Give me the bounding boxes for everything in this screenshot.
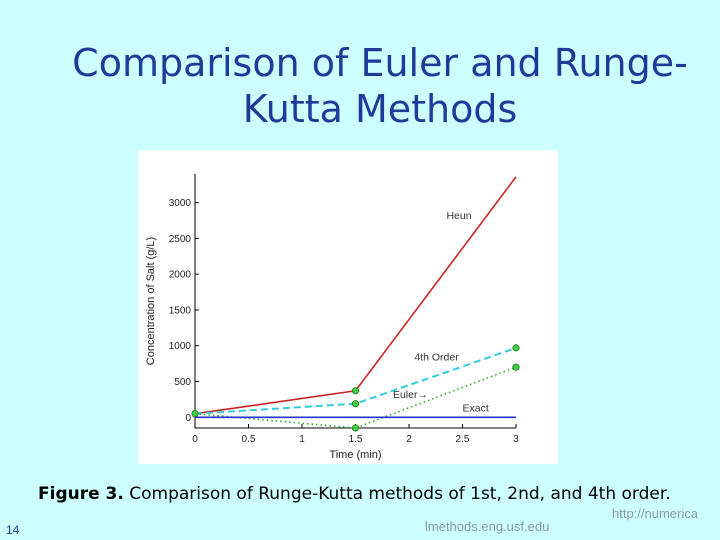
y-tick-label: 2500: [169, 234, 192, 245]
y-tick-label: 1000: [169, 341, 192, 352]
x-tick-label: 0.5: [242, 434, 256, 445]
slide-number: 14: [6, 523, 20, 537]
caption-text: Comparison of Runge-Kutta methods of 1st…: [123, 484, 671, 504]
slide-title-line2: Kutta Methods: [242, 87, 518, 131]
source-url-line2[interactable]: lmethods.eng.usf.edu: [425, 519, 550, 534]
figure-caption: Figure 3. Comparison of Runge-Kutta meth…: [38, 484, 671, 504]
x-tick-label: 1.5: [349, 434, 363, 445]
chart-panel: 0 0.5 1 1.5 2 2.5 3 0 500 1000 1500 2000 2500 3000 Tim…: [138, 150, 558, 464]
x-tick-label: 3: [513, 434, 519, 445]
x-tick-label: 2.5: [456, 434, 470, 445]
series-label-euler: Euler→: [393, 389, 428, 401]
x-axis-label: Time (min): [329, 449, 381, 461]
series-label-exact: Exact: [463, 403, 489, 415]
chart: 0 0.5 1 1.5 2 2.5 3 0 500 1000 1500 2000 2500 3000 Tim…: [145, 174, 520, 461]
y-axis-label: Concentration of Salt (g/L): [145, 237, 157, 365]
data-point-euler: [512, 363, 520, 371]
data-point-4th-order: [351, 400, 360, 408]
data-point-euler: [191, 410, 199, 418]
data-point-euler: [351, 424, 360, 432]
x-tick-label: 2: [406, 434, 412, 445]
data-point-heun: [351, 387, 360, 395]
data-point-4th-order: [512, 344, 520, 352]
x-tick-label: 1: [299, 434, 305, 445]
series-label-heun: Heun: [446, 210, 471, 222]
slide-title: Comparison of Euler and Runge- Kutta Met…: [60, 40, 700, 132]
series-label-4th-order: 4th Order: [414, 352, 459, 364]
y-tick-label: 3000: [169, 198, 192, 209]
source-url-line1[interactable]: http://numerica: [612, 506, 698, 521]
series-line-euler: [194, 366, 517, 429]
y-tick-label: 500: [174, 377, 191, 388]
slide-title-line1: Comparison of Euler and Runge-: [72, 41, 688, 85]
y-tick-label: 0: [185, 413, 191, 424]
y-tick-label: 2000: [169, 270, 192, 281]
caption-label: Figure 3.: [38, 484, 124, 504]
x-tick-label: 0: [192, 434, 198, 445]
y-tick-label: 1500: [169, 305, 192, 316]
